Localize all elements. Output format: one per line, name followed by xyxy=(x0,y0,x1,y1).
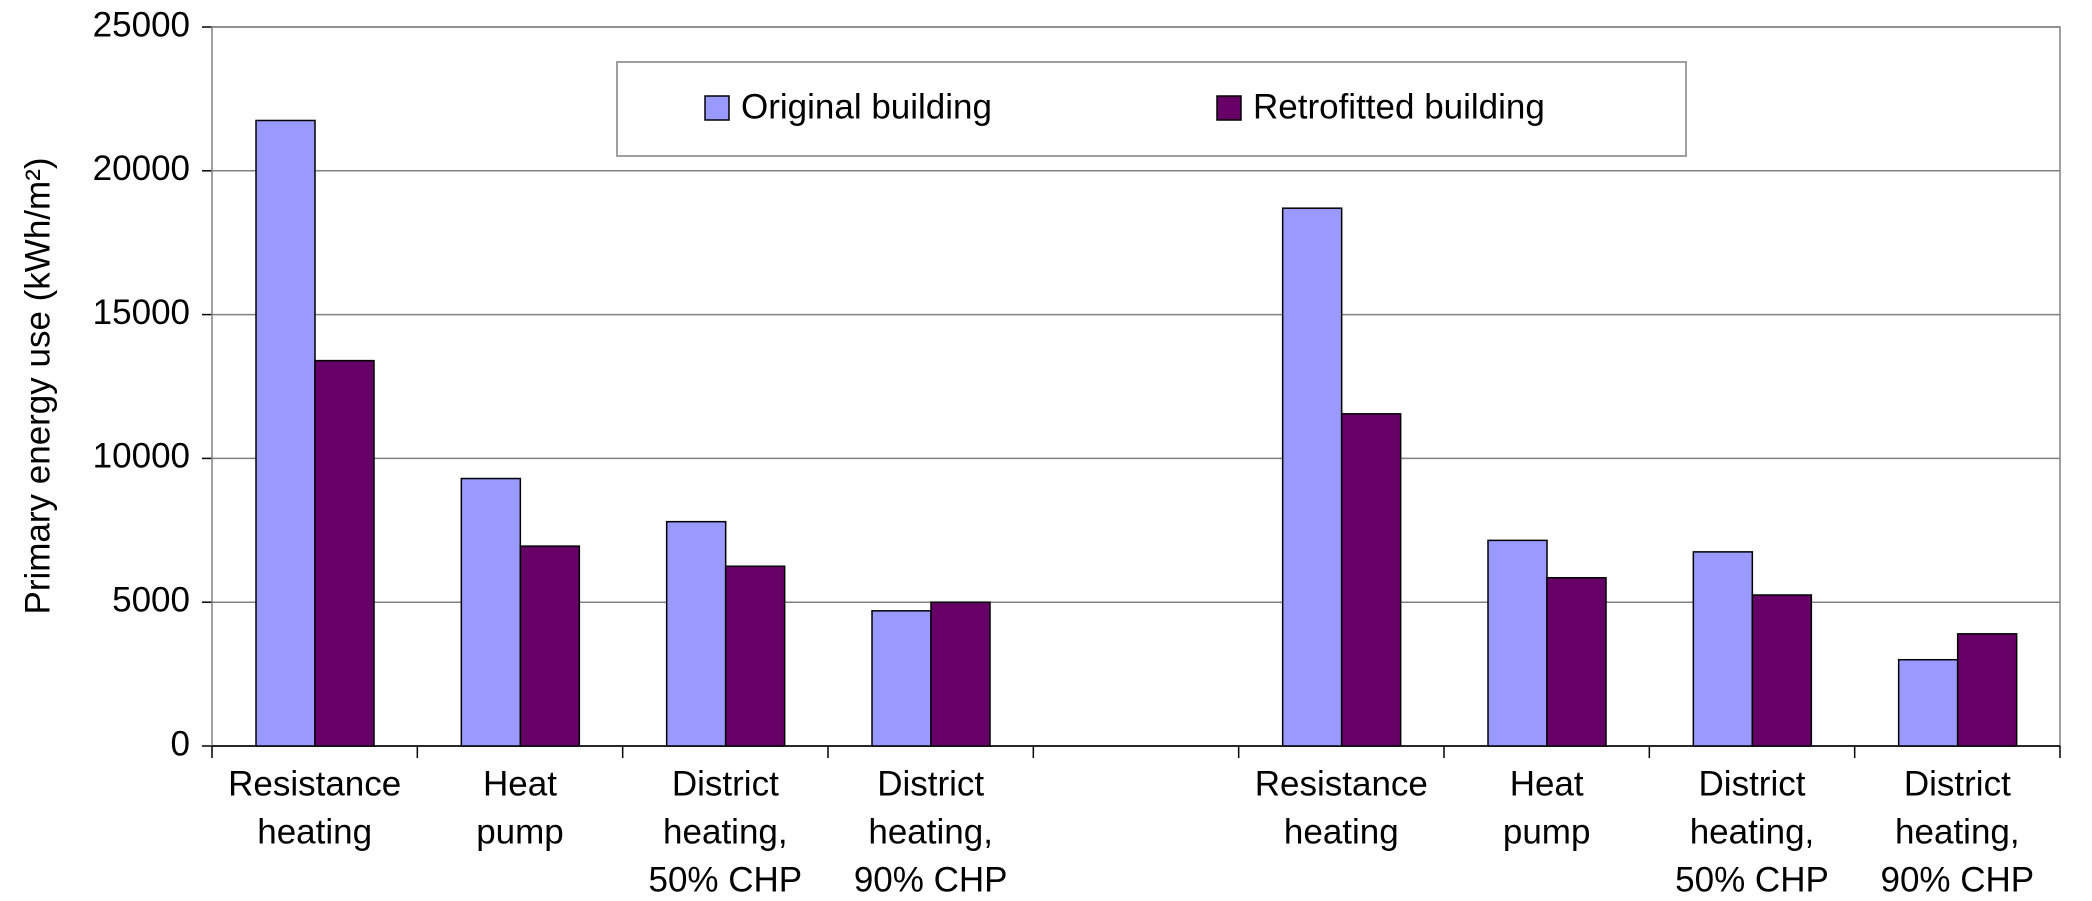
x-tick-label: District xyxy=(672,764,779,803)
bar xyxy=(314,359,375,747)
x-tick-label: Heat xyxy=(483,764,557,803)
x-tick-label: heating xyxy=(257,812,372,851)
legend-label: Retrofitted building xyxy=(1253,87,1545,126)
x-tick-label: District xyxy=(877,764,984,803)
bar xyxy=(871,610,932,747)
y-tick-label: 5000 xyxy=(112,580,190,619)
x-tick-label: heating xyxy=(1284,812,1399,851)
x-tick-label: 50% CHP xyxy=(1675,860,1829,899)
x-tick-label: District xyxy=(1904,764,2011,803)
bar xyxy=(519,545,581,747)
legend-swatch xyxy=(704,95,730,121)
x-tick-label: pump xyxy=(476,812,564,851)
legend-box xyxy=(616,61,1687,157)
x-tick-label: heating, xyxy=(663,812,788,851)
y-tick-label: 0 xyxy=(171,724,190,763)
x-tick-label: 50% CHP xyxy=(648,860,802,899)
y-tick-label: 25000 xyxy=(93,5,190,44)
x-tick-label: District xyxy=(1699,764,1806,803)
x-tick-label: Resistance xyxy=(1255,764,1428,803)
legend-label: Original building xyxy=(741,87,992,126)
x-tick-label: heating, xyxy=(868,812,993,851)
x-tick-label: heating, xyxy=(1895,812,2020,851)
x-tick-label: 90% CHP xyxy=(1880,860,2034,899)
y-axis-label: Primary energy use (kWh/m²) xyxy=(18,157,57,614)
bar xyxy=(255,119,316,747)
x-tick-label: pump xyxy=(1503,812,1591,851)
y-tick-label: 20000 xyxy=(93,149,190,188)
bar xyxy=(930,601,991,747)
bar xyxy=(1751,594,1813,747)
x-tick-label: 90% CHP xyxy=(854,860,1008,899)
y-tick-label: 10000 xyxy=(93,437,190,476)
y-tick-label: 15000 xyxy=(93,293,190,332)
bar xyxy=(460,477,522,747)
bar xyxy=(1956,633,2018,747)
bar xyxy=(1897,658,1959,747)
x-tick-label: heating, xyxy=(1690,812,1815,851)
bar xyxy=(1340,413,1402,747)
bar xyxy=(1281,207,1343,747)
x-tick-label: Resistance xyxy=(228,764,401,803)
legend-swatch xyxy=(1216,95,1242,121)
bar xyxy=(665,520,727,747)
bar xyxy=(724,565,786,747)
bar xyxy=(1487,539,1548,747)
bar xyxy=(1692,551,1754,747)
bar xyxy=(1546,577,1607,747)
x-tick-label: Heat xyxy=(1510,764,1584,803)
